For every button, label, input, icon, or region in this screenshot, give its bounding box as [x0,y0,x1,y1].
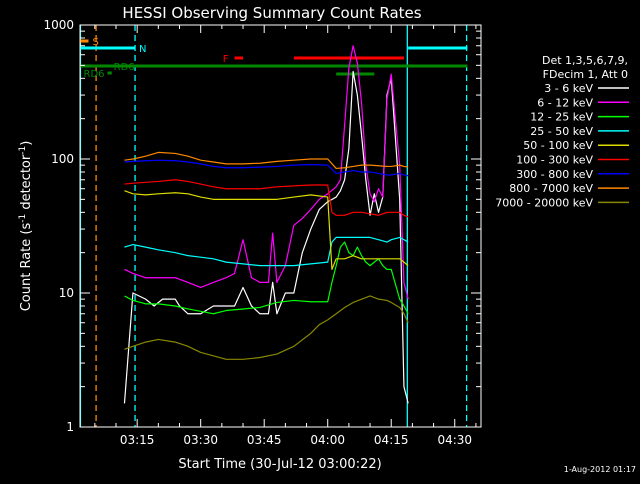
plot-frame [79,24,482,428]
legend-label-3: 25 - 50 keV [530,125,593,138]
x-tick-label-4: 04:15 [374,433,409,447]
legend-label-4: 50 - 100 keV [523,139,593,152]
y-axis-label-sup1: -1 [18,214,28,223]
x-tick-label-2: 03:45 [247,433,282,447]
y-axis: 1 10 100 1000 [43,18,481,434]
legend-label-7: 800 - 7000 keV [509,182,593,195]
flag-label-0: S [92,37,98,48]
legend: Det 1,3,5,6,7,9, FDecim 1, Att 0 3 - 6 k… [495,54,629,209]
x-axis: 03:15 03:30 03:45 04:00 04:15 04:30 [94,25,477,447]
y-axis-label-end: ) [19,141,34,146]
legend-header-1: Det 1,3,5,6,7,9, [542,54,628,67]
series-line-0 [123,70,409,404]
plot-area: S N F RD6 RD6 [79,25,468,427]
series-line-7 [124,151,409,170]
series-line-5 [124,179,409,218]
x-tick-label-5: 04:30 [437,433,472,447]
legend-label-6: 300 - 800 keV [516,168,593,181]
flag-label-4: RD6 [84,69,105,80]
legend-header-2: FDecim 1, Att 0 [543,68,628,81]
y-tick-label-3: 1000 [43,18,74,32]
flag-label-3: RD6 [114,62,135,73]
series-line-8 [124,295,409,360]
y-axis-label-sup2: -1 [18,146,28,155]
legend-label-2: 12 - 25 keV [530,111,593,124]
series-line-3 [124,236,409,267]
flag-label-2: F [223,54,229,65]
legend-label-8: 7000 - 20000 keV [495,196,593,209]
y-tick-label-2: 100 [51,152,74,166]
series-line-6 [124,159,409,177]
y-tick-label-0: 1 [66,420,74,434]
x-tick-label-1: 03:30 [183,433,218,447]
x-tick-label-0: 03:15 [120,433,155,447]
y-tick-label-1: 10 [59,286,74,300]
x-tick-label-3: 04:00 [310,433,345,447]
y-axis-label-mid: detector [19,154,34,214]
series-line-2 [124,241,409,315]
y-axis-label-main: Count Rate (s [19,223,34,312]
flag-label-1: N [139,44,146,55]
legend-label-0: 3 - 6 keV [544,82,593,95]
chart-title: HESSI Observing Summary Count Rates [122,4,421,22]
x-axis-label: Start Time (30-Jul-12 03:00:22) [178,457,381,472]
series-line-4 [124,190,409,271]
legend-label-1: 6 - 12 keV [537,96,593,109]
y-axis-label: Count Rate (s-1 detector-1) [18,141,34,312]
series-line-1 [124,45,409,300]
footer-timestamp: 1-Aug-2012 01:17 [564,465,636,474]
legend-label-5: 100 - 300 keV [516,154,593,167]
